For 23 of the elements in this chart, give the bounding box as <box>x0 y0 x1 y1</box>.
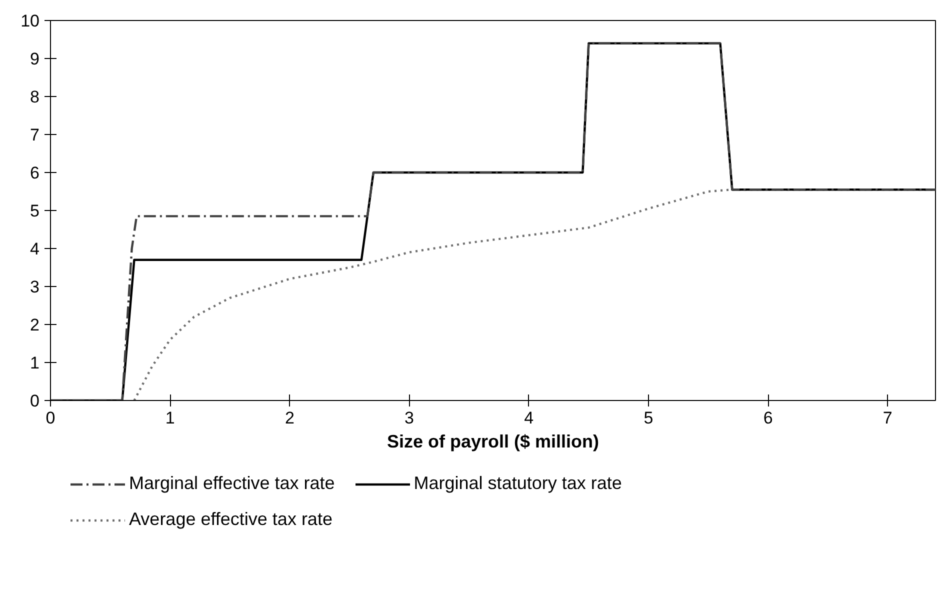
legend-label: Marginal statutory tax rate <box>414 473 622 494</box>
y-tick-label: 6 <box>30 164 40 182</box>
x-tick-label: 0 <box>46 408 56 428</box>
y-tick-label: 8 <box>30 88 40 106</box>
x-tick-label: 4 <box>524 408 534 428</box>
y-tick-label: 1 <box>30 354 40 372</box>
x-axis-title: Size of payroll ($ million) <box>386 432 600 452</box>
y-tick-label: 10 <box>20 12 40 30</box>
x-tick-label: 7 <box>882 408 892 428</box>
y-tick-label: 9 <box>30 50 40 68</box>
x-tick-label: 2 <box>284 408 294 428</box>
y-tick-label: 7 <box>30 126 40 144</box>
x-tick-label: 3 <box>404 408 414 428</box>
y-tick-label: 4 <box>30 240 40 258</box>
x-tick-label: 1 <box>165 408 175 428</box>
y-tick-label: 2 <box>30 316 40 334</box>
y-tick-label: 3 <box>30 278 40 296</box>
y-tick-label: 5 <box>30 202 40 220</box>
x-tick-label: 5 <box>644 408 654 428</box>
y-tick-label: 0 <box>30 392 40 410</box>
legend-label: Average effective tax rate <box>129 509 332 530</box>
legend-label: Marginal effective tax rate <box>129 473 335 494</box>
x-tick-label: 6 <box>763 408 773 428</box>
